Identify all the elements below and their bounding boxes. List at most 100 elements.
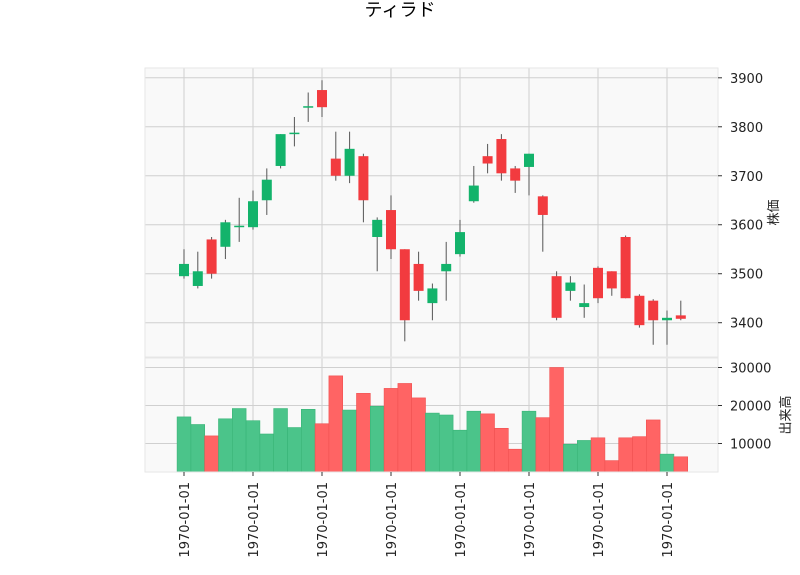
volume-bar xyxy=(273,408,288,473)
volume-bar xyxy=(659,453,675,473)
candle-body-down xyxy=(482,156,493,164)
x-tick-label: 1970-01-01 xyxy=(592,482,607,558)
volume-bar xyxy=(507,448,523,473)
volume-bar xyxy=(535,417,551,473)
volume-bar xyxy=(190,424,205,473)
candles xyxy=(179,80,686,345)
volume-y-axis: 10000 20000 30000 xyxy=(718,362,771,453)
volume-bar xyxy=(287,427,302,473)
volume-bar xyxy=(494,427,509,473)
x-tick-label: 1970-01-01 xyxy=(385,482,400,558)
volume-bar xyxy=(356,393,371,473)
volume-bar xyxy=(300,408,316,473)
volume-bar xyxy=(618,437,633,473)
price-panel-background xyxy=(145,68,718,357)
x-tick-label: 1970-01-01 xyxy=(523,482,538,558)
x-tick-label: 1970-01-01 xyxy=(454,482,469,558)
volume-y-axis-label: 出来高 xyxy=(778,395,794,434)
volume-tick-label: 10000 xyxy=(730,438,771,453)
candle-body-up xyxy=(565,282,576,291)
volume-bar xyxy=(218,418,233,473)
candle-body-down xyxy=(206,239,217,274)
volume-bar xyxy=(176,416,192,473)
price-tick-label: 3900 xyxy=(730,72,763,87)
price-tick-label: 3500 xyxy=(730,268,763,283)
volume-bar xyxy=(673,456,689,473)
volume-bar xyxy=(549,367,564,473)
volume-tick-label: 30000 xyxy=(730,362,771,377)
volume-bar xyxy=(259,433,274,473)
volume-bar xyxy=(452,429,468,473)
volume-bar xyxy=(521,410,537,473)
candle-body-up xyxy=(179,263,189,277)
volume-bar xyxy=(563,443,578,473)
candle-body-up xyxy=(234,225,245,228)
volume-bar xyxy=(576,440,592,473)
volume-bar xyxy=(645,419,661,473)
price-tick-label: 3600 xyxy=(730,219,763,234)
candle-body-up xyxy=(220,222,231,247)
volume-panel-frame xyxy=(144,357,719,473)
price-y-axis-label: 株価 xyxy=(767,199,782,225)
candle-body-down xyxy=(648,300,659,321)
volume-bar xyxy=(369,405,385,473)
candle-body-down xyxy=(496,139,507,174)
volume-bar xyxy=(438,414,454,473)
candle-body-up xyxy=(468,185,479,202)
candle-body-up xyxy=(344,148,355,176)
candle-body-down xyxy=(593,267,603,299)
candle-body-down xyxy=(413,263,424,291)
volume-bar xyxy=(342,409,357,473)
candle-body-down xyxy=(399,249,410,321)
candle-body-down xyxy=(634,295,645,326)
candle-body-up xyxy=(427,288,438,304)
candle-body-down xyxy=(330,158,341,176)
volume-bar xyxy=(590,437,606,473)
x-tick-label: 1970-01-01 xyxy=(247,482,262,558)
x-tick-label: 1970-01-01 xyxy=(316,482,331,558)
candle-body-up xyxy=(662,317,672,321)
chart-title: ティラド xyxy=(365,0,436,21)
price-grid xyxy=(145,77,718,324)
candle-body-down xyxy=(386,210,396,250)
candle-body-up xyxy=(275,134,286,166)
volume-bar xyxy=(425,412,440,473)
volume-bar xyxy=(232,408,247,473)
candle-body-down xyxy=(620,236,631,299)
volume-bar xyxy=(480,413,495,473)
candle-body-up xyxy=(372,219,383,237)
x-axis: 1970-01-01 1970-01-01 1970-01-01 1970-01-01… xyxy=(178,472,676,558)
candle-body-up xyxy=(579,303,590,308)
volume-bar xyxy=(328,375,343,473)
volume-bar xyxy=(632,436,647,473)
candle-body-down xyxy=(606,271,617,289)
candle-body-down xyxy=(537,196,548,215)
volume-bar xyxy=(204,435,219,473)
price-tick-label: 3700 xyxy=(730,170,763,185)
candle-body-down xyxy=(510,168,521,181)
candle-body-down xyxy=(675,315,686,319)
volume-bar xyxy=(397,383,412,473)
candle-body-up xyxy=(192,271,203,286)
volume-bar xyxy=(411,397,426,473)
price-y-axis: 3400 3500 3600 3700 3800 3900 xyxy=(718,72,763,332)
volume-bar xyxy=(383,388,399,473)
candle-body-up xyxy=(441,263,452,272)
volume-tick-label: 20000 xyxy=(730,400,771,415)
volume-bar xyxy=(245,420,261,473)
candle-body-down xyxy=(551,276,562,318)
candle-body-up xyxy=(261,179,272,201)
x-tick-label: 1970-01-01 xyxy=(661,482,676,558)
candle-body-up xyxy=(524,153,534,167)
candle-body-up xyxy=(289,132,300,135)
candle-body-up xyxy=(303,106,314,108)
candle-body-down xyxy=(358,156,369,201)
candle-body-down xyxy=(317,90,327,108)
price-tick-label: 3800 xyxy=(730,121,763,136)
x-tick-label: 1970-01-01 xyxy=(178,482,193,558)
volume-bar xyxy=(604,460,620,473)
volume-bar xyxy=(314,423,330,473)
volume-bar xyxy=(466,410,481,473)
candle-body-up xyxy=(248,201,258,228)
